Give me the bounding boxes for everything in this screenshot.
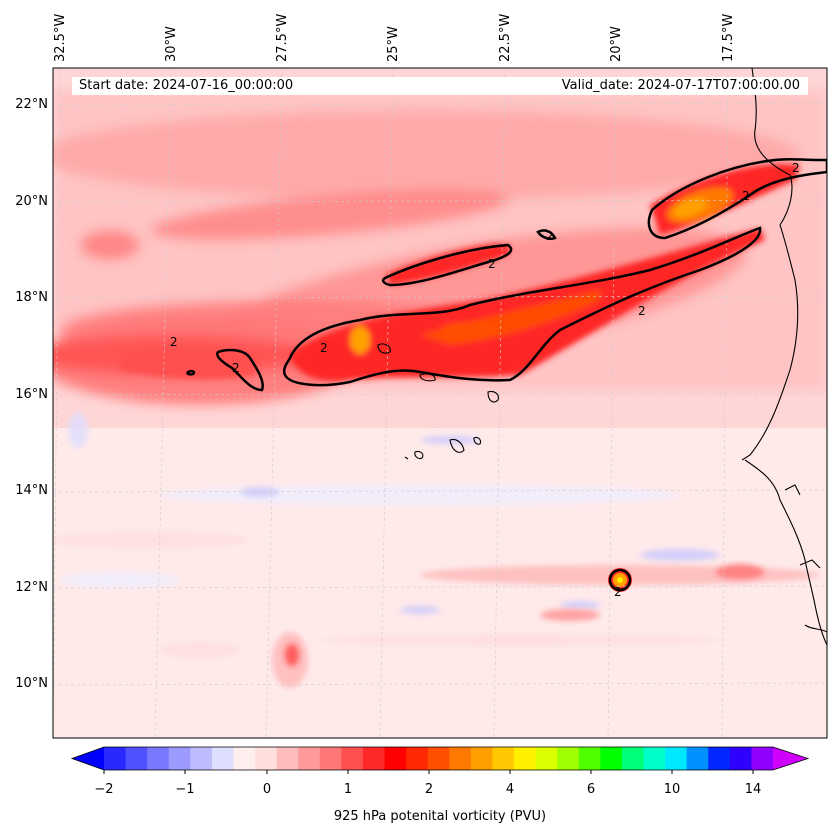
- lon-label: 22.5°W: [498, 13, 513, 62]
- colorbar-title: 925 hPa potenital vorticity (PVU): [333, 809, 547, 824]
- colorbar-swatch: [233, 747, 256, 770]
- lon-label: 30°W: [164, 26, 179, 62]
- lon-label: 20°W: [609, 26, 624, 62]
- colorbar-swatch: [168, 747, 191, 770]
- pv-field: [53, 68, 827, 738]
- colorbar-tick-label: 1: [343, 782, 353, 797]
- contour-label: 2: [488, 257, 496, 271]
- contour-label: 2: [232, 361, 240, 375]
- colorbar-swatch: [708, 747, 731, 770]
- colorbar-swatch: [643, 747, 666, 770]
- colorbar-swatch: [492, 747, 515, 770]
- colorbar-tick-label: −1: [175, 782, 195, 797]
- lat-label: 20°N: [15, 194, 48, 209]
- colorbar-swatch: [600, 747, 623, 770]
- lat-label: 18°N: [15, 290, 48, 305]
- contour-label: 2: [320, 341, 328, 355]
- lat-label: 10°N: [15, 676, 48, 691]
- colorbar-swatch: [362, 747, 386, 770]
- start-date-label: Start date: 2024-07-16_00:00:00: [79, 78, 294, 93]
- lon-label: 27.5°W: [275, 13, 290, 62]
- colorbar-swatch: [276, 747, 299, 770]
- vortex-blob: [608, 568, 632, 592]
- lon-label: 32.5°W: [53, 13, 68, 62]
- colorbar-swatch: [406, 747, 429, 770]
- colorbar-swatch: [557, 747, 580, 770]
- graticule: [53, 68, 827, 738]
- contour-label: 2: [792, 161, 800, 175]
- colorbar-swatch: [470, 747, 493, 770]
- colorbar-swatch: [147, 747, 170, 770]
- colorbar-swatch: [125, 747, 148, 770]
- colorbar-swatch: [686, 747, 709, 770]
- colorbar-extend-min: [72, 747, 104, 770]
- colorbar-swatch: [384, 747, 407, 770]
- colorbar-swatch: [341, 747, 364, 770]
- colorbar-swatch: [621, 747, 645, 770]
- contour-label: 2: [170, 335, 178, 349]
- map-frame: [52, 67, 828, 739]
- colorbar-tick-label: 6: [586, 782, 596, 797]
- colorbar-swatch: [319, 747, 342, 770]
- colorbar-swatch: [255, 747, 278, 770]
- contour-label: 2: [546, 229, 554, 243]
- contour-label: 2: [614, 585, 622, 599]
- colorbar-swatch: [449, 747, 472, 770]
- colorbar-swatch: [729, 747, 752, 770]
- colorbar-tick-label: 14: [744, 782, 762, 797]
- colorbar-tick-label: 2: [424, 782, 434, 797]
- colorbar: [70, 746, 810, 774]
- colorbar-tick-label: −2: [94, 782, 114, 797]
- colorbar-swatch: [751, 747, 774, 770]
- date-header: [72, 77, 808, 95]
- lat-label: 16°N: [15, 387, 48, 402]
- contour-label: 2: [638, 304, 646, 318]
- colorbar-swatch: [211, 747, 234, 770]
- colorbar-swatch: [578, 747, 601, 770]
- contour-label: 2: [742, 189, 750, 203]
- lat-label: 14°N: [15, 483, 48, 498]
- colorbar-swatch: [427, 747, 450, 770]
- colorbar-swatch: [104, 747, 127, 770]
- pv-contour-2: [186, 157, 827, 592]
- lon-label: 17.5°W: [721, 13, 736, 62]
- colorbar-swatch: [514, 747, 537, 770]
- colorbar-extend-max: [773, 747, 808, 770]
- colorbar-tick-label: 4: [505, 782, 515, 797]
- lat-label: 12°N: [15, 580, 48, 595]
- colorbar-swatch: [665, 747, 688, 770]
- contour-labels: 2 2 2 2 2 2 2 2 2: [170, 161, 800, 599]
- colorbar-swatch: [535, 747, 558, 770]
- valid-date-label: Valid_date: 2024-07-17T07:00:00.00: [561, 78, 800, 93]
- colorbar-swatch: [190, 747, 213, 770]
- colorbar-tick-label: 0: [262, 782, 272, 797]
- colorbar-tick-label: 10: [663, 782, 681, 797]
- coastline: [377, 68, 827, 646]
- lon-label: 25°W: [386, 26, 401, 62]
- lat-label: 22°N: [15, 97, 48, 112]
- colorbar-swatch: [298, 747, 321, 770]
